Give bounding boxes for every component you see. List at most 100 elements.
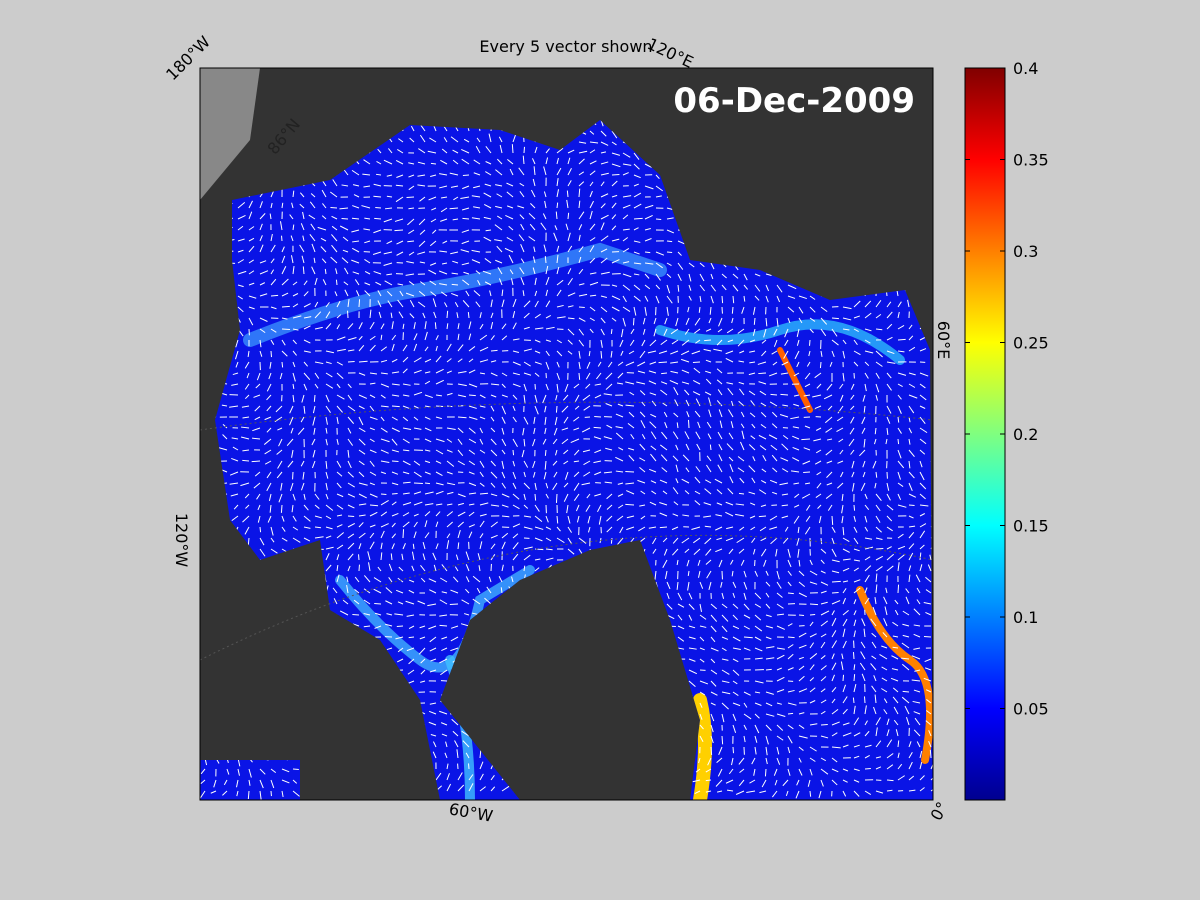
vector	[240, 426, 250, 429]
vector	[820, 699, 827, 704]
vector	[386, 613, 393, 616]
vector	[831, 515, 834, 525]
vector	[347, 336, 357, 341]
vector	[452, 159, 459, 165]
vector	[875, 300, 882, 308]
vector	[769, 479, 778, 484]
vector	[578, 211, 585, 220]
vector	[731, 317, 734, 324]
vector	[391, 394, 400, 397]
vector	[695, 466, 701, 473]
vector	[490, 360, 497, 363]
vector	[419, 229, 426, 235]
vector	[352, 623, 360, 627]
vector	[358, 482, 368, 486]
vector	[787, 768, 791, 776]
vector	[253, 482, 261, 489]
vector	[259, 768, 266, 775]
vector	[248, 237, 255, 242]
vector	[506, 205, 514, 209]
vector	[718, 409, 723, 418]
vector	[358, 299, 361, 308]
vector	[911, 655, 921, 660]
vector	[872, 606, 877, 616]
vector	[418, 218, 426, 226]
vector	[761, 480, 767, 484]
vector	[259, 244, 264, 253]
vector	[518, 167, 525, 176]
vector	[523, 515, 532, 518]
vector	[266, 427, 272, 433]
vector	[662, 402, 668, 407]
vector	[237, 202, 246, 209]
vector	[897, 763, 903, 770]
vector	[578, 328, 585, 336]
vector	[417, 301, 426, 308]
vector	[230, 493, 239, 497]
vector	[490, 534, 498, 539]
vector	[705, 479, 712, 484]
vector	[853, 587, 861, 594]
vector	[473, 159, 481, 165]
vector	[528, 236, 536, 242]
vector	[417, 161, 426, 165]
vector	[875, 383, 880, 393]
vector	[842, 597, 846, 605]
vector	[743, 735, 746, 743]
vector	[313, 257, 316, 264]
vector	[380, 405, 389, 408]
vector	[913, 711, 921, 715]
vector	[705, 378, 712, 385]
vector	[894, 609, 899, 616]
vector	[642, 328, 646, 335]
vector	[468, 531, 473, 539]
vector	[882, 632, 888, 638]
vector	[630, 433, 635, 440]
vector	[457, 542, 460, 550]
vector	[923, 635, 932, 638]
vector	[731, 400, 734, 407]
vector	[545, 289, 549, 297]
vector	[729, 463, 734, 473]
vector	[611, 130, 618, 139]
vector	[842, 328, 850, 331]
vector	[556, 383, 559, 393]
vector	[428, 625, 437, 630]
vector	[394, 613, 404, 616]
vector	[875, 537, 883, 540]
vector	[418, 290, 426, 297]
vector	[862, 394, 866, 402]
vector	[358, 394, 368, 399]
vector	[369, 372, 378, 375]
vector	[912, 700, 921, 704]
vector	[704, 488, 712, 495]
vector	[784, 328, 789, 338]
vector	[776, 647, 785, 650]
vector	[391, 416, 398, 421]
vector	[534, 482, 537, 491]
vector	[369, 511, 378, 517]
vector	[354, 588, 360, 594]
vector	[391, 512, 399, 517]
vector	[897, 504, 907, 508]
vector	[314, 504, 320, 509]
vector	[673, 501, 679, 506]
vector	[727, 339, 734, 343]
vector	[666, 295, 673, 304]
vector	[650, 453, 657, 462]
vector	[406, 614, 415, 617]
vector	[567, 232, 571, 242]
vector	[622, 228, 630, 231]
vector	[726, 789, 734, 792]
vector	[908, 335, 914, 341]
vector	[883, 618, 888, 627]
vector	[671, 526, 679, 531]
vector	[620, 328, 624, 338]
vector	[739, 477, 745, 484]
vector	[443, 125, 448, 132]
vector	[369, 405, 375, 412]
vector	[248, 306, 255, 310]
vector	[490, 493, 498, 497]
vector	[751, 423, 756, 429]
vector	[231, 457, 239, 462]
